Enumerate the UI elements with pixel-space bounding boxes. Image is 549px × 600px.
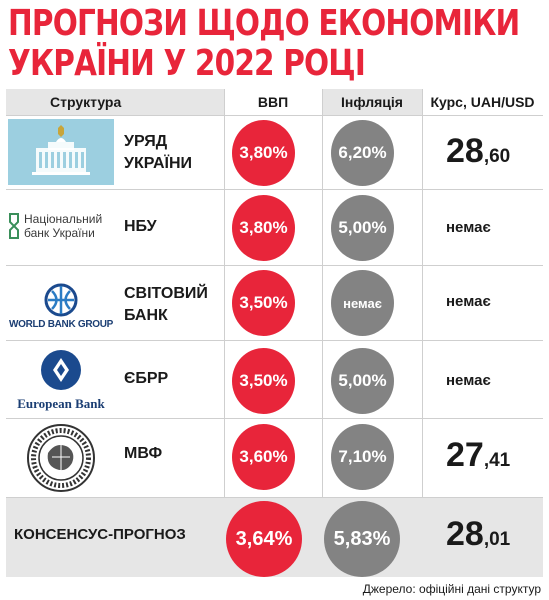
ebrd-logo: European Bank xyxy=(8,347,114,413)
consensus-inflation-value: 5,83% xyxy=(324,501,400,577)
org-name-line-2: БАНК xyxy=(124,307,168,324)
consensus-row-content: КОНСЕНСУС-ПРОГНОЗ 3,64% 5,83% 28 ,01 xyxy=(6,498,543,577)
divider xyxy=(6,265,543,266)
table-row: МВФ 3,60% 7,10% 27 ,41 xyxy=(6,419,543,497)
divider xyxy=(6,340,543,341)
inflation-value: немає xyxy=(331,270,394,336)
header-inflation: Інфляція xyxy=(341,94,403,110)
header-structure: Структура xyxy=(50,94,122,110)
header-bg-inflation xyxy=(322,89,422,115)
gdp-value: 3,80% xyxy=(232,195,295,261)
org-name-line-1: СВІТОВИЙ xyxy=(124,285,208,302)
org-name: СВІТОВИЙ БАНК xyxy=(124,282,208,328)
divider xyxy=(6,189,543,190)
imf-seal-icon xyxy=(8,423,114,493)
divider xyxy=(6,418,543,419)
org-name-line-1: УРЯД xyxy=(124,133,168,150)
rate-fraction: ,41 xyxy=(483,450,511,471)
org-name: МВФ xyxy=(124,445,163,462)
rate-fraction: ,01 xyxy=(483,529,511,550)
title-line-1: ПРОГНОЗИ ЩОДО ЕКОНОМІКИ xyxy=(8,3,520,44)
table-row: European Bank ЄБРР 3,50% 5,00% немає xyxy=(6,341,543,418)
consensus-label: КОНСЕНСУС-ПРОГНОЗ xyxy=(14,526,186,543)
rate-fraction: ,60 xyxy=(483,146,511,167)
table-row: Національний банк України НБУ 3,80% 5,00… xyxy=(6,190,543,265)
nbu-logo-text-1: Національний xyxy=(24,212,103,226)
rate-value: немає xyxy=(446,219,491,236)
source-note: Джерело: офіційні дані структур xyxy=(362,582,541,596)
rate-integer: 28 xyxy=(446,515,484,553)
inflation-value: 5,00% xyxy=(331,348,394,414)
ukraine-government-building-icon xyxy=(8,119,114,185)
rate-value: 27 ,41 xyxy=(446,436,510,475)
org-name: НБУ xyxy=(124,218,157,235)
world-bank-logo-text: WORLD BANK GROUP xyxy=(8,318,114,330)
org-name: УРЯД УКРАЇНИ xyxy=(124,130,192,176)
world-bank-globe-icon xyxy=(44,283,78,316)
gdp-value: 3,80% xyxy=(232,120,295,186)
gdp-value: 3,50% xyxy=(232,270,295,336)
header-gdp: ВВП xyxy=(257,94,289,110)
table-row: УРЯД УКРАЇНИ 3,80% 6,20% 28 ,60 xyxy=(6,116,543,189)
rate-integer: 27 xyxy=(446,436,484,474)
inflation-value: 6,20% xyxy=(331,120,394,186)
nbu-logo: Національний банк України xyxy=(8,198,114,254)
inflation-value: 7,10% xyxy=(331,424,394,490)
rate-value: немає xyxy=(446,372,491,389)
world-bank-logo: WORLD BANK GROUP xyxy=(8,278,114,334)
gdp-value: 3,60% xyxy=(232,424,295,490)
ebrd-logo-text: European Bank xyxy=(17,396,105,411)
column-divider xyxy=(224,89,225,577)
table-row: WORLD BANK GROUP СВІТОВИЙ БАНК 3,50% нем… xyxy=(6,266,543,340)
rate-integer: 28 xyxy=(446,132,484,170)
divider xyxy=(6,115,543,116)
consensus-rate-value: 28 ,01 xyxy=(446,515,510,554)
page-title: ПРОГНОЗИ ЩОДО ЕКОНОМІКИ УКРАЇНИ У 2022 Р… xyxy=(8,3,520,84)
consensus-gdp-value: 3,64% xyxy=(226,501,302,577)
column-divider xyxy=(322,89,323,577)
header-bg-structure xyxy=(6,89,224,115)
rate-value: 28 ,60 xyxy=(446,132,510,171)
ebrd-logo-icon xyxy=(41,350,81,390)
column-divider xyxy=(422,89,423,577)
inflation-value: 5,00% xyxy=(331,195,394,261)
nbu-mark-icon xyxy=(9,213,19,239)
gdp-value: 3,50% xyxy=(232,348,295,414)
title-line-2: УКРАЇНИ У 2022 РОЦІ xyxy=(8,43,366,84)
divider xyxy=(6,497,543,498)
rate-value: немає xyxy=(446,293,491,310)
nbu-logo-text-2: банк України xyxy=(24,226,95,240)
org-name: ЄБРР xyxy=(124,370,169,387)
header-rate: Курс, UAH/USD xyxy=(430,94,535,110)
org-name-line-2: УКРАЇНИ xyxy=(124,155,193,172)
